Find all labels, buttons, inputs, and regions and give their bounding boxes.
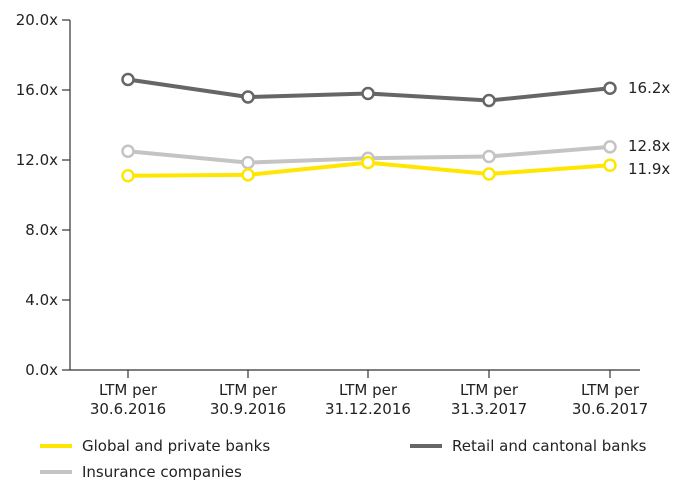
x-tick-label-line: LTM per [99, 381, 158, 399]
x-tick-label-line: LTM per [339, 381, 398, 399]
legend: Global and private banks Retail and canto… [40, 437, 647, 481]
axes [69, 20, 640, 371]
data-point [482, 167, 496, 181]
end-labels: 11.9x 16.2x 12.8x [628, 79, 670, 178]
x-tick-label: LTM per 30.6.2016 [90, 381, 166, 418]
legend-label: Global and private banks [82, 437, 270, 455]
y-tick-label: 12.0x [16, 151, 58, 169]
data-point [241, 155, 255, 170]
x-tick-label-line: LTM per [460, 381, 519, 399]
data-point [482, 149, 496, 164]
data-point [361, 155, 375, 170]
x-tick-label-line: 31.12.2016 [325, 400, 411, 418]
data-point [603, 140, 617, 154]
end-value-label: 12.8x [628, 137, 670, 155]
data-point [121, 169, 135, 183]
data-point [603, 81, 617, 95]
data-point [121, 72, 135, 87]
end-value-label: 11.9x [628, 160, 670, 178]
y-axis-ticks: 0.0x 4.0x 8.0x 12.0x 16.0x 20.0x [16, 11, 70, 379]
data-point [482, 93, 496, 108]
x-tick-label: LTM per 30.6.2017 [572, 381, 648, 418]
series-points [121, 72, 617, 183]
y-tick-label: 16.0x [16, 81, 58, 99]
y-tick-label: 8.0x [25, 221, 58, 239]
y-tick-label: 20.0x [16, 11, 58, 29]
x-tick-label-line: 30.6.2016 [90, 400, 166, 418]
end-value-label: 16.2x [628, 79, 670, 97]
x-tick-label-line: 30.9.2016 [210, 400, 286, 418]
data-point [241, 168, 255, 182]
x-tick-label: LTM per 31.3.2017 [451, 381, 527, 418]
x-tick-label-line: 31.3.2017 [451, 400, 527, 418]
x-tick-label: LTM per 31.12.2016 [325, 381, 411, 418]
legend-label: Retail and cantonal banks [452, 437, 647, 455]
x-tick-label-line: LTM per [219, 381, 278, 399]
data-point [241, 90, 255, 104]
legend-label: Insurance companies [82, 463, 242, 481]
x-tick-label: LTM per 30.9.2016 [210, 381, 286, 418]
y-tick-label: 0.0x [25, 361, 58, 379]
x-tick-label-line: LTM per [581, 381, 640, 399]
x-tick-label-line: 30.6.2017 [572, 400, 648, 418]
data-point [603, 158, 617, 172]
data-point [121, 144, 135, 158]
y-tick-label: 4.0x [25, 291, 58, 309]
data-point [361, 86, 375, 101]
